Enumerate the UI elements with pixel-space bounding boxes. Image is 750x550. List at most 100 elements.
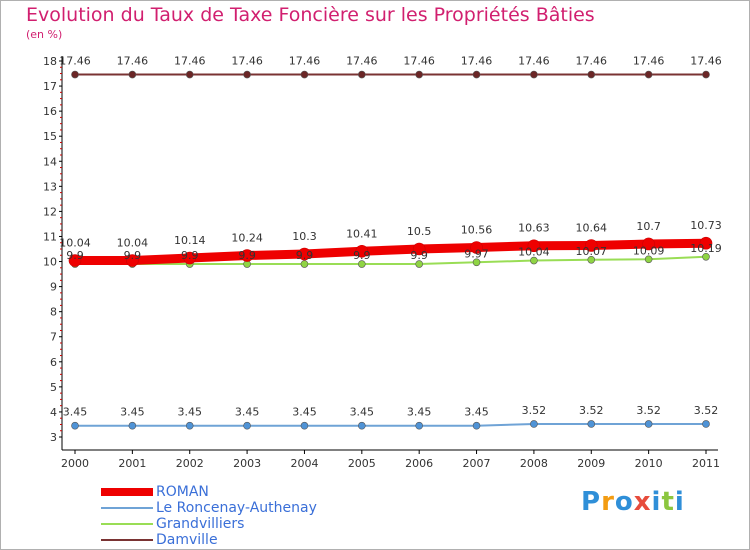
series-layer — [68, 70, 713, 430]
data-point-le-roncenay-authenay — [530, 420, 538, 428]
data-label-le-roncenay-authenay: 3.52 — [579, 404, 604, 417]
y-tick-label: 5 — [50, 381, 57, 394]
data-label-le-roncenay-authenay: 3.45 — [350, 406, 375, 419]
data-label-roman: 10.41 — [346, 227, 378, 240]
legend-item-le-roncenay-authenay[interactable]: Le Roncenay-Authenay — [101, 500, 317, 516]
logo-letter: i — [674, 487, 685, 517]
legend-label-damville: Damville — [156, 532, 218, 548]
data-point-damville — [185, 70, 194, 79]
data-label-le-roncenay-authenay: 3.45 — [177, 406, 202, 419]
data-label-roman: 10.5 — [407, 225, 432, 238]
y-tick-label: 6 — [50, 356, 57, 369]
data-label-damville: 17.46 — [403, 55, 435, 68]
x-tick-label: 2011 — [692, 457, 720, 470]
data-point-grandvilliers — [644, 255, 653, 264]
data-point-grandvilliers — [587, 255, 596, 264]
data-point-damville — [702, 70, 710, 79]
y-tick-label: 8 — [50, 306, 57, 319]
x-tick-label: 2004 — [290, 457, 318, 470]
x-tick-label: 2003 — [233, 457, 261, 470]
data-label-grandvilliers: 9.97 — [464, 247, 489, 260]
legend-item-roman[interactable]: ROMAN — [101, 484, 317, 500]
legend-item-grandvilliers[interactable]: Grandvilliers — [101, 516, 317, 532]
legend-swatch-le-roncenay-authenay — [101, 507, 153, 509]
data-label-grandvilliers: 9.9 — [296, 249, 314, 262]
data-point-le-roncenay-authenay — [415, 421, 423, 430]
logo-letter: P — [581, 487, 602, 517]
series-line-le-roncenay-authenay — [74, 422, 707, 427]
data-label-le-roncenay-authenay: 3.52 — [522, 404, 547, 417]
y-tick-label: 4 — [50, 406, 57, 419]
x-tick-label: 2001 — [118, 457, 146, 470]
data-label-le-roncenay-authenay: 3.52 — [636, 404, 661, 417]
data-point-grandvilliers — [530, 256, 538, 265]
data-point-roman — [642, 237, 655, 251]
y-tick-label: 10 — [43, 256, 57, 269]
data-point-grandvilliers — [358, 260, 366, 268]
legend-swatch-damville — [101, 539, 153, 541]
x-tick-label: 2000 — [61, 457, 89, 470]
y-tick-label: 16 — [43, 105, 57, 118]
data-label-le-roncenay-authenay: 3.45 — [63, 406, 88, 419]
data-point-roman — [355, 244, 369, 258]
data-point-roman — [183, 251, 197, 265]
legend-label-le-roncenay-authenay: Le Roncenay-Authenay — [156, 500, 317, 516]
data-label-roman: 10.24 — [231, 232, 263, 245]
data-label-roman: 10.64 — [576, 221, 608, 234]
data-point-roman — [298, 247, 311, 261]
data-label-damville: 17.46 — [174, 55, 206, 68]
data-label-roman: 10.73 — [690, 219, 722, 232]
data-label-roman: 10.56 — [461, 223, 493, 236]
y-tick-label: 7 — [50, 331, 57, 344]
data-label-damville: 17.46 — [117, 55, 149, 68]
data-label-damville: 17.46 — [231, 55, 263, 68]
data-label-grandvilliers: 9.9 — [124, 249, 142, 262]
y-tick-label: 15 — [43, 130, 57, 143]
x-tick-label: 2005 — [348, 457, 376, 470]
data-label-le-roncenay-authenay: 3.45 — [292, 406, 317, 419]
y-tick-label: 9 — [50, 281, 57, 294]
logo-letter: x — [633, 487, 652, 517]
data-label-grandvilliers: 10.19 — [690, 242, 722, 255]
data-label-roman: 10.7 — [636, 220, 661, 233]
data-label-le-roncenay-authenay: 3.45 — [407, 406, 432, 419]
legend-label-grandvilliers: Grandvilliers — [156, 516, 245, 532]
y-tick-label: 12 — [43, 205, 57, 218]
data-point-roman — [527, 239, 541, 253]
data-labels-layer: 17.46 17.46 17.46 17.46 17.46 17.46 17.46 17.46… — [59, 55, 722, 419]
data-point-damville — [644, 70, 653, 79]
data-label-roman: 10.14 — [174, 234, 206, 247]
data-point-damville — [71, 70, 79, 79]
data-point-grandvilliers — [300, 260, 309, 268]
x-tick-label: 2010 — [635, 457, 663, 470]
data-point-le-roncenay-authenay — [243, 421, 251, 430]
series-line-grandvilliers — [74, 255, 707, 266]
data-point-le-roncenay-authenay — [71, 421, 79, 430]
y-tick-label: 11 — [43, 230, 57, 243]
data-point-roman — [470, 241, 483, 254]
data-label-grandvilliers: 9.9 — [353, 249, 371, 262]
series-line-roman — [70, 238, 711, 266]
x-tick-label: 2009 — [577, 457, 605, 470]
data-label-grandvilliers: 10.04 — [518, 246, 550, 259]
data-label-roman: 10.63 — [518, 222, 550, 235]
data-point-damville — [243, 70, 251, 79]
data-label-le-roncenay-authenay: 3.52 — [694, 404, 719, 417]
data-point-roman — [68, 254, 82, 267]
data-label-damville: 17.46 — [289, 55, 321, 68]
y-tick-label: 14 — [43, 155, 57, 168]
data-point-roman — [412, 242, 426, 256]
y-tick-label: 13 — [43, 180, 57, 193]
data-point-grandvilliers — [472, 258, 481, 267]
data-label-le-roncenay-authenay: 3.45 — [235, 406, 260, 419]
data-label-damville: 17.46 — [576, 55, 608, 68]
data-label-roman: 10.04 — [117, 237, 149, 250]
legend-swatch-grandvilliers — [101, 523, 153, 525]
legend-item-damville[interactable]: Damville — [101, 532, 317, 548]
data-point-grandvilliers — [415, 260, 423, 268]
legend-swatch-roman — [101, 488, 153, 496]
data-label-le-roncenay-authenay: 3.45 — [120, 406, 145, 419]
data-point-le-roncenay-authenay — [300, 421, 309, 430]
